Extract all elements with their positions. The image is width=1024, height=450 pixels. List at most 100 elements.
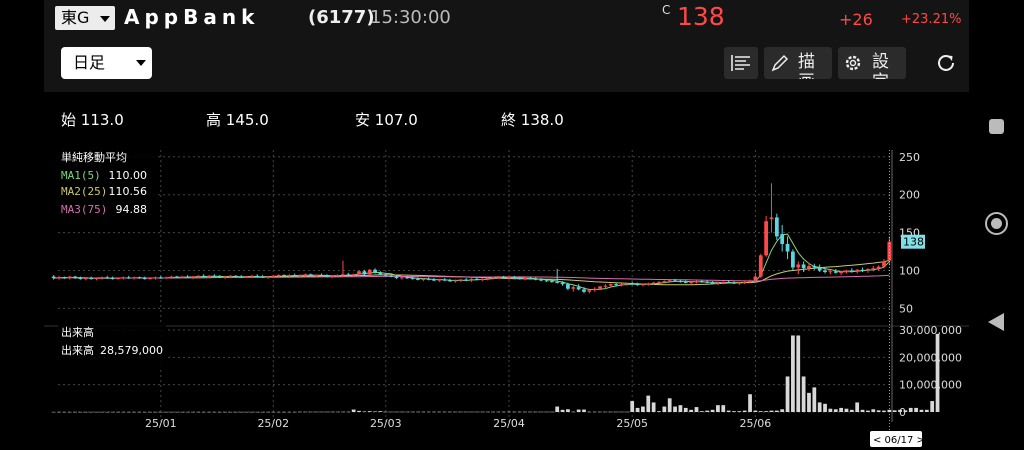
- volume-bar: [699, 411, 704, 412]
- candle-body: [876, 266, 881, 269]
- candle: [598, 285, 602, 291]
- volume-bar: [641, 406, 645, 412]
- volume-bar: [399, 411, 404, 413]
- candle-body: [796, 264, 801, 268]
- candle: [410, 276, 415, 280]
- volume-bar: [132, 411, 136, 413]
- volume-bar: [335, 411, 340, 413]
- volume-bar: [319, 411, 324, 413]
- candle-body: [887, 241, 892, 261]
- candle-body: [287, 275, 292, 277]
- candle-body: [426, 278, 431, 280]
- open-value: 113.0: [80, 111, 124, 129]
- volume-bar: [560, 409, 565, 412]
- settings-button[interactable]: 設定: [838, 47, 906, 79]
- market-dropdown[interactable]: 東G: [55, 6, 115, 30]
- candle-body: [78, 278, 83, 280]
- candle-body: [753, 276, 758, 281]
- candle-body: [582, 289, 586, 292]
- candle: [823, 267, 827, 274]
- candle-body: [212, 275, 217, 277]
- candle: [491, 276, 495, 280]
- volume-bar: [362, 411, 367, 412]
- volume-bar: [233, 411, 238, 413]
- volume-bar: [373, 411, 377, 412]
- reload-icon[interactable]: [934, 51, 958, 75]
- candle: [887, 236, 892, 266]
- candle: [432, 278, 436, 282]
- low-label: 安: [355, 111, 371, 129]
- volume-bar: [780, 409, 785, 412]
- candle: [373, 268, 377, 274]
- candle: [201, 274, 206, 278]
- candle: [260, 275, 265, 279]
- volume-bar: [164, 411, 169, 413]
- volume-bar: [464, 411, 469, 413]
- ma1-label: MA1(5): [61, 169, 101, 182]
- candle: [657, 281, 661, 285]
- candle-body: [180, 276, 185, 278]
- volume-legend-value: 28,579,000: [100, 344, 163, 357]
- candle-body: [362, 271, 367, 275]
- candle-body: [764, 221, 768, 256]
- candle-body: [635, 284, 640, 286]
- volume-bar: [383, 411, 388, 413]
- price-tick-label: 50: [899, 302, 913, 315]
- indicator-list-button[interactable]: [724, 47, 758, 79]
- candle: [496, 275, 501, 279]
- volume-bar: [823, 403, 827, 412]
- high-label: 高: [206, 111, 222, 129]
- candle: [624, 282, 629, 286]
- candle-body: [255, 275, 260, 277]
- volume-bar: [860, 409, 865, 412]
- candle-body: [555, 281, 560, 283]
- price-change: +26: [839, 10, 873, 29]
- volume-bar: [523, 411, 527, 413]
- volume-bar: [239, 411, 244, 413]
- chart-axes: 2502001501005030,000,00020,000,00010,000…: [145, 150, 962, 431]
- chart-app: 東G AppBank (6177) 15:30:00 C 138 +26 +23…: [44, 0, 969, 450]
- candle: [523, 277, 527, 281]
- low-value: 107.0: [374, 111, 418, 129]
- candle-body: [833, 271, 838, 273]
- volume-bar: [903, 410, 908, 412]
- close-value: 138.0: [520, 111, 564, 129]
- period-dropdown[interactable]: 日足: [61, 47, 152, 79]
- candle: [239, 275, 244, 279]
- date-tick-label: 25/01: [145, 417, 177, 430]
- candle-body: [769, 217, 774, 219]
- recents-icon[interactable]: [989, 119, 1004, 134]
- candle: [507, 276, 511, 280]
- candle: [271, 275, 276, 279]
- candle-body: [710, 282, 715, 284]
- chart-area[interactable]: 始 113.0 高 145.0 安 107.0 終 138.0 250 200 15…: [44, 92, 969, 450]
- date-tick-label: 25/05: [616, 417, 648, 430]
- candle: [549, 279, 554, 283]
- volume-bar: [448, 411, 452, 413]
- candle: [716, 281, 720, 285]
- volume-bar: [849, 409, 854, 412]
- candle: [255, 274, 260, 278]
- volume-bar: [378, 411, 383, 412]
- candlestick-chart[interactable]: 2502001501005030,000,00020,000,00010,000…: [44, 92, 969, 450]
- candle: [83, 277, 88, 281]
- volume-bar: [351, 409, 356, 412]
- back-icon[interactable]: [988, 313, 1005, 331]
- volume-bar: [844, 408, 849, 412]
- volume-bar: [694, 407, 699, 412]
- candle: [614, 282, 619, 287]
- draw-button[interactable]: 描画: [764, 47, 832, 79]
- volume-bar: [426, 411, 431, 413]
- volume-bar: [592, 411, 597, 413]
- candle-body: [266, 276, 270, 278]
- candle: [196, 275, 201, 279]
- volume-bar: [255, 411, 260, 413]
- candle: [662, 280, 667, 284]
- candle: [453, 279, 458, 283]
- home-icon[interactable]: [985, 212, 1008, 235]
- candle: [292, 273, 297, 277]
- cursor-date-label[interactable]: < 06/17 >: [870, 431, 925, 447]
- candles: [51, 183, 892, 294]
- candle: [753, 272, 758, 282]
- volume-bar: [517, 411, 522, 413]
